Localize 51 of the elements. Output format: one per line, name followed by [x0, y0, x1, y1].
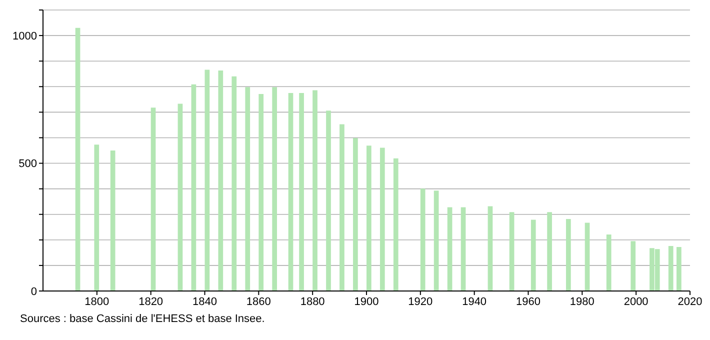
- bar: [288, 93, 294, 291]
- bar: [218, 70, 224, 291]
- bar: [606, 234, 612, 291]
- bar: [668, 246, 674, 291]
- x-tick-label: 1820: [138, 296, 164, 308]
- x-tick-label: 1960: [516, 296, 540, 308]
- x-tick-label: 2020: [678, 296, 702, 308]
- bar: [232, 76, 237, 291]
- x-tick-label: 1980: [570, 296, 594, 308]
- bar: [584, 222, 590, 291]
- bar: [380, 148, 385, 291]
- x-tick-label: 1880: [300, 296, 325, 308]
- y-tick-label: 0: [30, 286, 37, 298]
- bar: [272, 87, 277, 291]
- bar: [420, 188, 426, 291]
- bar: [150, 108, 156, 291]
- bar: [340, 124, 344, 291]
- bar: [94, 144, 100, 291]
- bar: [110, 150, 116, 291]
- x-tick-label: 1840: [192, 296, 217, 308]
- bar: [447, 207, 452, 291]
- bar: [676, 247, 682, 291]
- source-note: Sources : base Cassini de l'EHESS et base Insee.: [20, 313, 266, 325]
- bar: [434, 190, 439, 291]
- bar: [245, 87, 250, 291]
- x-tick-label: 1900: [354, 296, 379, 308]
- bar: [299, 93, 304, 291]
- bar: [75, 28, 80, 291]
- y-tick-label: 1000: [12, 30, 37, 42]
- bar: [353, 138, 358, 291]
- bar: [488, 206, 493, 291]
- bar: [393, 158, 398, 291]
- bar: [204, 70, 210, 291]
- x-tick-label: 1920: [408, 296, 433, 308]
- x-tick-label: 1940: [462, 296, 487, 308]
- x-tick-label: 1800: [84, 296, 110, 308]
- bar: [258, 94, 264, 291]
- x-tick-label: 1860: [246, 296, 271, 308]
- bar: [630, 241, 636, 291]
- bar: [366, 146, 372, 291]
- bar: [509, 212, 514, 291]
- bar: [312, 90, 318, 291]
- bar: [547, 212, 552, 291]
- bar: [191, 84, 196, 291]
- y-tick-label: 500: [18, 158, 37, 170]
- bar: [460, 207, 466, 291]
- bar: [530, 220, 536, 291]
- bar: [326, 110, 331, 291]
- x-tick-label: 2000: [624, 296, 648, 308]
- bar: [566, 218, 571, 291]
- bar: [178, 104, 183, 291]
